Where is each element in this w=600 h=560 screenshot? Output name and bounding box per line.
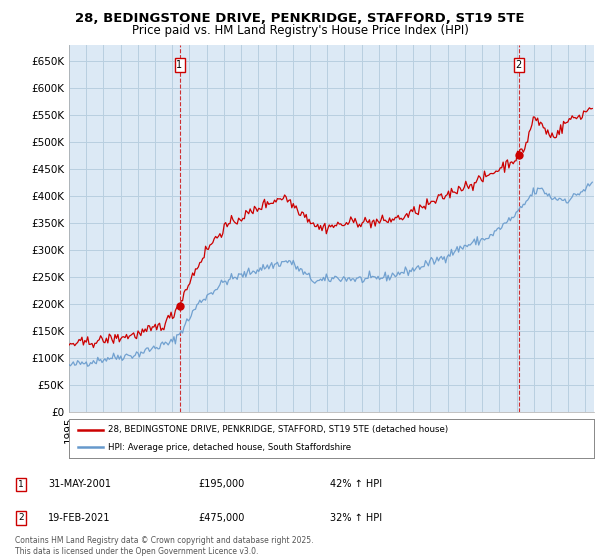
Text: 2: 2	[515, 60, 522, 70]
Text: 28, BEDINGSTONE DRIVE, PENKRIDGE, STAFFORD, ST19 5TE (detached house): 28, BEDINGSTONE DRIVE, PENKRIDGE, STAFFO…	[109, 425, 449, 434]
Text: £195,000: £195,000	[198, 479, 244, 489]
Text: 1: 1	[18, 480, 24, 489]
Text: 28, BEDINGSTONE DRIVE, PENKRIDGE, STAFFORD, ST19 5TE: 28, BEDINGSTONE DRIVE, PENKRIDGE, STAFFO…	[75, 12, 525, 25]
Text: £475,000: £475,000	[198, 513, 244, 523]
Text: 32% ↑ HPI: 32% ↑ HPI	[330, 513, 382, 523]
Text: 19-FEB-2021: 19-FEB-2021	[48, 513, 110, 523]
Text: HPI: Average price, detached house, South Staffordshire: HPI: Average price, detached house, Sout…	[109, 443, 352, 452]
Text: Price paid vs. HM Land Registry's House Price Index (HPI): Price paid vs. HM Land Registry's House …	[131, 24, 469, 36]
Text: 2: 2	[18, 514, 24, 522]
Text: 42% ↑ HPI: 42% ↑ HPI	[330, 479, 382, 489]
Text: 31-MAY-2001: 31-MAY-2001	[48, 479, 111, 489]
Text: 1: 1	[176, 60, 182, 70]
Text: Contains HM Land Registry data © Crown copyright and database right 2025.
This d: Contains HM Land Registry data © Crown c…	[15, 536, 314, 556]
